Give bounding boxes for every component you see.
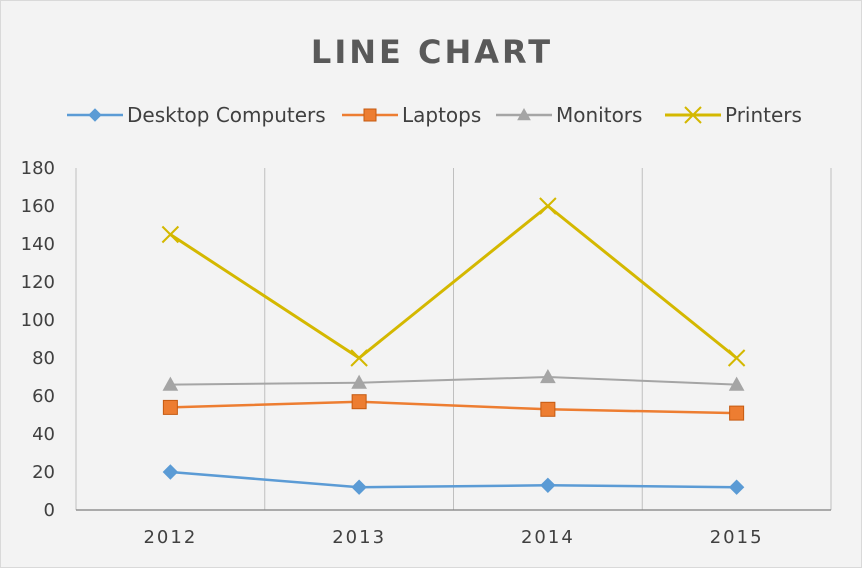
series-line-printers — [169, 204, 738, 360]
y-tick-label: 160 — [21, 196, 55, 217]
y-tick-label: 60 — [32, 386, 55, 407]
legend-label: Monitors — [556, 103, 642, 127]
y-tick-label: 40 — [32, 424, 55, 445]
data-point-desktop-computers — [540, 477, 556, 494]
data-point-laptops — [729, 405, 745, 421]
x-tick-label: 2014 — [521, 527, 575, 548]
data-point-printers — [539, 197, 557, 215]
legend-marker-x-icon — [684, 106, 702, 124]
series-monitors — [162, 368, 745, 391]
legend-marker-triangle-icon — [517, 107, 531, 121]
y-axis-ticks: 0 20 40 60 80 100 120 140 160 180 — [21, 158, 55, 521]
legend-label: Laptops — [402, 103, 481, 127]
x-tick-label: 2012 — [143, 527, 197, 548]
y-tick-label: 140 — [21, 234, 55, 255]
data-point-printers — [161, 225, 180, 244]
x-axis-ticks: 2012 2013 2014 2015 — [143, 527, 764, 548]
data-point-desktop-computers — [162, 464, 179, 480]
legend-label: Desktop Computers — [127, 103, 326, 127]
chart-title: LINE CHART — [311, 33, 553, 71]
series-desktop-computers — [162, 464, 745, 495]
gridlines — [75, 168, 832, 511]
data-point-monitors — [540, 368, 556, 384]
data-point-monitors — [728, 376, 745, 391]
legend: Desktop Computers Laptops Monitors Printers — [67, 103, 802, 127]
legend-label: Printers — [725, 103, 802, 127]
series-line-desktop-computers — [170, 470, 737, 489]
data-point-desktop-computers — [351, 479, 367, 495]
legend-marker-square-icon — [363, 108, 377, 122]
series-laptops — [162, 394, 745, 421]
legend-item-laptops: Laptops — [342, 103, 481, 127]
y-tick-label: 180 — [21, 158, 55, 179]
data-point-monitors — [162, 376, 179, 391]
series-line-monitors — [170, 376, 737, 386]
y-tick-label: 20 — [32, 462, 55, 483]
legend-item-monitors: Monitors — [496, 103, 642, 127]
x-tick-label: 2013 — [332, 527, 386, 548]
series-printers — [161, 197, 746, 367]
series-group — [161, 197, 746, 495]
x-tick-label: 2015 — [710, 527, 764, 548]
data-point-printers — [350, 349, 368, 367]
y-tick-label: 120 — [21, 272, 55, 293]
data-point-laptops — [162, 399, 178, 415]
legend-marker-diamond-icon — [88, 108, 102, 122]
data-point-laptops — [351, 394, 367, 410]
legend-item-desktop-computers: Desktop Computers — [67, 103, 326, 127]
y-tick-label: 100 — [21, 310, 55, 331]
data-point-printers — [727, 349, 746, 367]
data-point-laptops — [540, 401, 556, 417]
data-point-monitors — [351, 374, 367, 389]
legend-item-printers: Printers — [665, 103, 802, 127]
series-line-laptops — [170, 400, 737, 415]
y-tick-label: 0 — [44, 500, 55, 521]
y-tick-label: 80 — [32, 348, 55, 369]
data-point-desktop-computers — [728, 479, 745, 495]
